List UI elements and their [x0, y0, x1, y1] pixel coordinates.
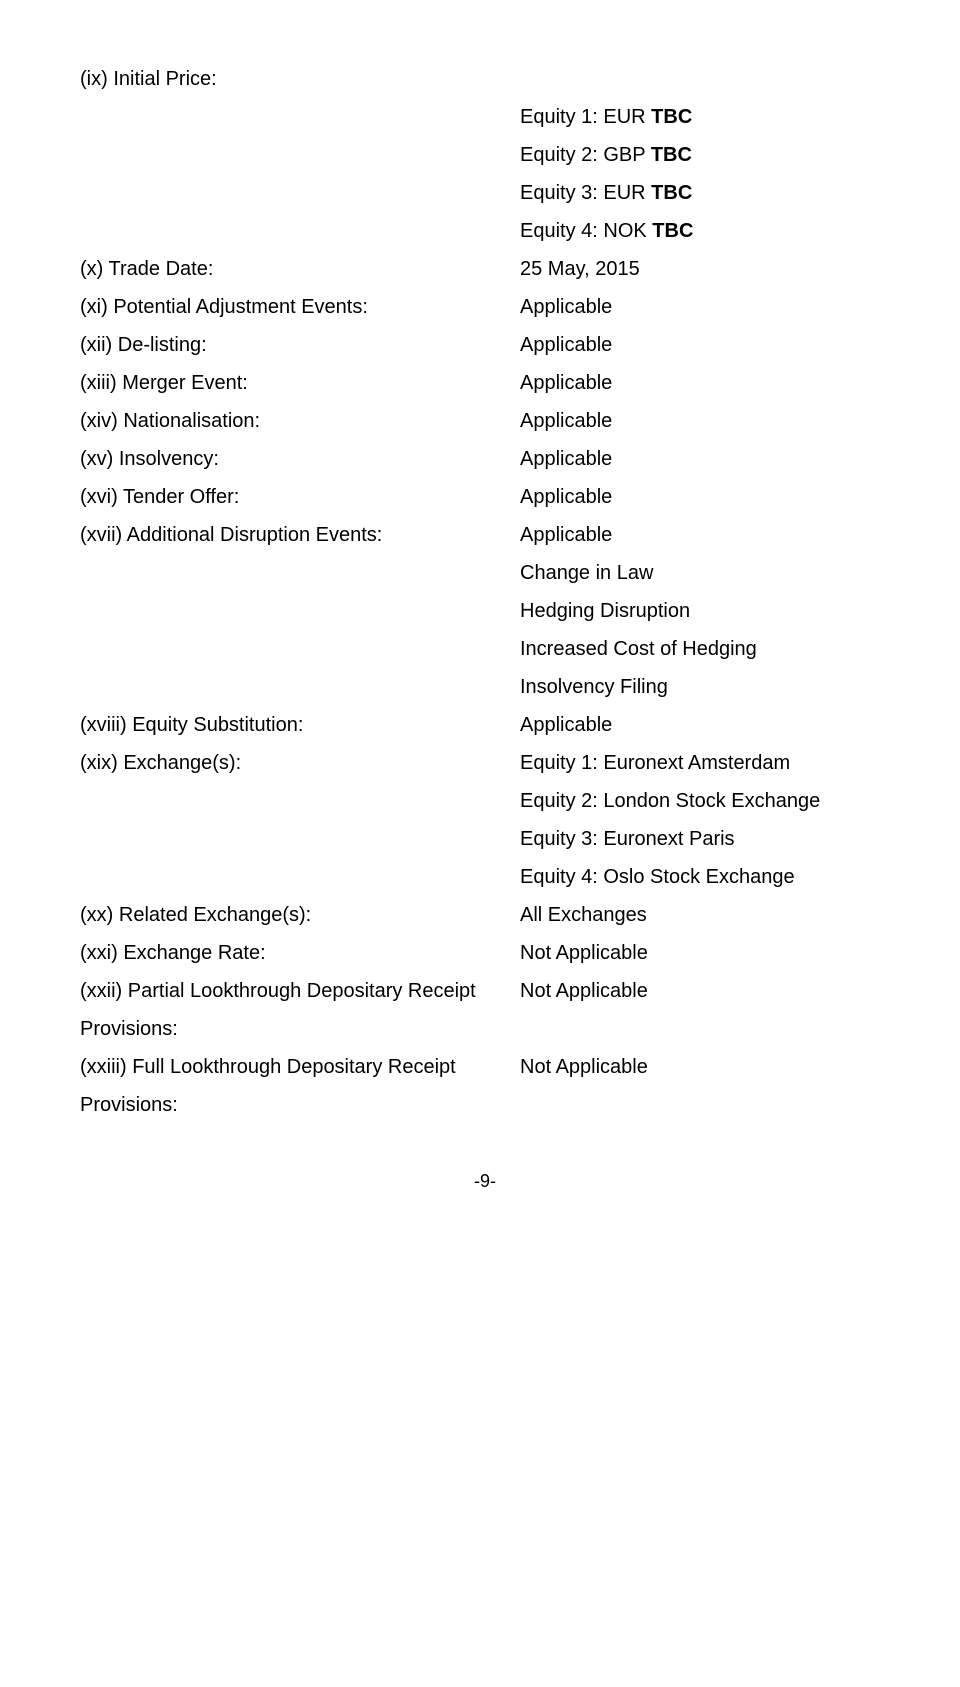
row-xiii: (xiii) Merger Event: Applicable	[80, 364, 890, 402]
value-xvii-d: Insolvency Filing	[520, 668, 890, 706]
label-x: (x) Trade Date:	[80, 250, 520, 288]
value-price2: Equity 2: GBP TBC	[520, 136, 890, 174]
value-xvii-a: Change in Law	[520, 554, 890, 592]
row-xvii-d: Insolvency Filing	[80, 668, 890, 706]
value-xvii: Applicable	[520, 516, 890, 554]
label-xi: (xi) Potential Adjustment Events:	[80, 288, 520, 326]
row-xvii: (xvii) Additional Disruption Events: App…	[80, 516, 890, 554]
value-xxiii: Not Applicable	[520, 1048, 890, 1086]
label-xv: (xv) Insolvency:	[80, 440, 520, 478]
row-price4: Equity 4: NOK TBC	[80, 212, 890, 250]
value-xxii: Not Applicable	[520, 972, 890, 1010]
value-xv: Applicable	[520, 440, 890, 478]
row-xix: (xix) Exchange(s): Equity 1: Euronext Am…	[80, 744, 890, 782]
label-xiv: (xiv) Nationalisation:	[80, 402, 520, 440]
row-xix-d: Equity 4: Oslo Stock Exchange	[80, 858, 890, 896]
label-ix: (ix) Initial Price:	[80, 60, 520, 98]
value-xii: Applicable	[520, 326, 890, 364]
value-xviii: Applicable	[520, 706, 890, 744]
row-price3: Equity 3: EUR TBC	[80, 174, 890, 212]
value-xvii-b: Hedging Disruption	[520, 592, 890, 630]
label-xxii: (xxii) Partial Lookthrough Depositary Re…	[80, 972, 520, 1048]
row-xvii-b: Hedging Disruption	[80, 592, 890, 630]
row-xv: (xv) Insolvency: Applicable	[80, 440, 890, 478]
value-x: 25 May, 2015	[520, 250, 890, 288]
value-xx: All Exchanges	[520, 896, 890, 934]
value-xvii-c: Increased Cost of Hedging	[520, 630, 890, 668]
value-xiv: Applicable	[520, 402, 890, 440]
row-xix-b: Equity 2: London Stock Exchange	[80, 782, 890, 820]
row-xiv: (xiv) Nationalisation: Applicable	[80, 402, 890, 440]
label-xvi: (xvi) Tender Offer:	[80, 478, 520, 516]
page-number: -9-	[80, 1164, 890, 1198]
row-xix-c: Equity 3: Euronext Paris	[80, 820, 890, 858]
value-xix-b: Equity 2: London Stock Exchange	[520, 782, 890, 820]
row-price2: Equity 2: GBP TBC	[80, 136, 890, 174]
row-x: (x) Trade Date: 25 May, 2015	[80, 250, 890, 288]
label-xiii: (xiii) Merger Event:	[80, 364, 520, 402]
row-xxiii: (xxiii) Full Lookthrough Depositary Rece…	[80, 1048, 890, 1124]
label-xx: (xx) Related Exchange(s):	[80, 896, 520, 934]
label-xvii: (xvii) Additional Disruption Events:	[80, 516, 520, 554]
row-xxii: (xxii) Partial Lookthrough Depositary Re…	[80, 972, 890, 1048]
value-xi: Applicable	[520, 288, 890, 326]
row-xvi: (xvi) Tender Offer: Applicable	[80, 478, 890, 516]
row-xviii: (xviii) Equity Substitution: Applicable	[80, 706, 890, 744]
row-ix: (ix) Initial Price:	[80, 60, 890, 98]
row-xvii-c: Increased Cost of Hedging	[80, 630, 890, 668]
label-xxiii: (xxiii) Full Lookthrough Depositary Rece…	[80, 1048, 520, 1124]
row-xi: (xi) Potential Adjustment Events: Applic…	[80, 288, 890, 326]
label-xix: (xix) Exchange(s):	[80, 744, 520, 782]
label-xii: (xii) De-listing:	[80, 326, 520, 364]
label-xxi: (xxi) Exchange Rate:	[80, 934, 520, 972]
value-xiii: Applicable	[520, 364, 890, 402]
row-xvii-a: Change in Law	[80, 554, 890, 592]
row-xx: (xx) Related Exchange(s): All Exchanges	[80, 896, 890, 934]
value-xxi: Not Applicable	[520, 934, 890, 972]
value-xix-d: Equity 4: Oslo Stock Exchange	[520, 858, 890, 896]
value-price3: Equity 3: EUR TBC	[520, 174, 890, 212]
row-xxi: (xxi) Exchange Rate: Not Applicable	[80, 934, 890, 972]
value-xix-c: Equity 3: Euronext Paris	[520, 820, 890, 858]
value-price4: Equity 4: NOK TBC	[520, 212, 890, 250]
value-xvi: Applicable	[520, 478, 890, 516]
label-xviii: (xviii) Equity Substitution:	[80, 706, 520, 744]
value-price1: Equity 1: EUR TBC	[520, 98, 890, 136]
value-xix: Equity 1: Euronext Amsterdam	[520, 744, 890, 782]
row-xii: (xii) De-listing: Applicable	[80, 326, 890, 364]
row-price1: Equity 1: EUR TBC	[80, 98, 890, 136]
